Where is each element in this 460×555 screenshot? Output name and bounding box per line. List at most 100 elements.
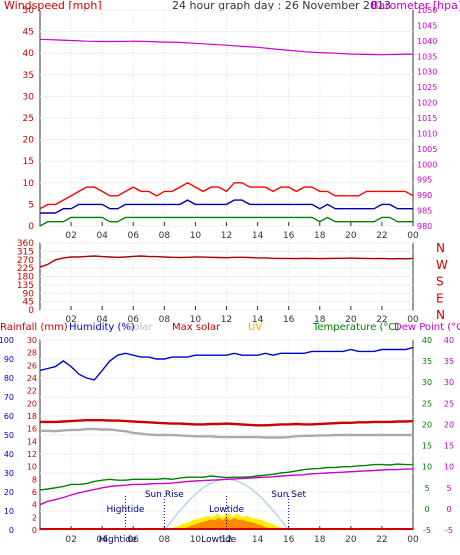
dew-tick--5: -5: [445, 526, 453, 535]
dew-tick-0: 0: [446, 505, 451, 514]
rain-y-ticks: 024681012141618202224262830: [27, 336, 37, 535]
x-tick-label-14: 14: [252, 535, 264, 545]
rain-tick-30: 30: [27, 336, 37, 345]
temperature-header: Temperature (°C): [312, 322, 399, 333]
temp-tick-15: 15: [422, 442, 432, 451]
baro-tick-1020: 1020: [417, 99, 437, 108]
x-tick-label-02: 02: [65, 535, 76, 545]
compass-S: S: [436, 275, 444, 289]
rain-tick-10: 10: [27, 463, 37, 472]
marker-sun-rise-1: Sun Rise: [145, 490, 184, 500]
baro-tick-1025: 1025: [417, 83, 437, 92]
x-tick-label-10: 10: [190, 231, 202, 241]
baro-tick-1035: 1035: [417, 52, 437, 61]
x-tick-label-10: 10: [190, 535, 202, 545]
x-tick-label-14: 14: [252, 231, 264, 241]
humidity-tick-20: 20: [4, 488, 14, 497]
compass-W: W: [436, 258, 448, 272]
humidity-tick-70: 70: [4, 393, 14, 402]
baro-tick-980: 980: [417, 222, 432, 231]
baro-tick-1030: 1030: [417, 68, 437, 77]
wind-tick-35: 35: [23, 71, 34, 81]
dew-tick-20: 20: [444, 420, 454, 429]
baro-tick-1000: 1000: [417, 160, 437, 169]
direction-y-ticks: 04590135180225270315360: [17, 239, 34, 316]
x-tick-label-00: 00: [407, 535, 419, 545]
compass-E: E: [436, 291, 444, 305]
wind-tick-40: 40: [23, 49, 35, 59]
barometer-y-ticks: 980 985 990 995 1000 1005 1010 1015 1020 1025 1030…: [417, 6, 437, 231]
temp-tick-35: 35: [422, 357, 432, 366]
baro-tick-1040: 1040: [417, 37, 437, 46]
marker-lowtide-2: Lowtide: [209, 505, 244, 515]
wind-tick-45: 45: [23, 28, 34, 38]
marker-sun-set-3: Sun Set: [271, 490, 306, 500]
dir-tick-360: 360: [17, 239, 34, 249]
rain-tick-22: 22: [27, 387, 37, 396]
temp-tick-10: 10: [422, 463, 432, 472]
x-tick-label-20: 20: [345, 231, 357, 241]
solar-header: Solar: [127, 322, 153, 333]
baro-tick-1005: 1005: [417, 145, 437, 154]
rain-tick-0: 0: [32, 526, 37, 535]
wind-barometer-panel: Windspeed [mph] 24 hour graph day : 26 N…: [4, 0, 460, 241]
humidity-tick-50: 50: [4, 431, 14, 440]
rain-tick-14: 14: [27, 437, 37, 446]
rain-tick-2: 2: [32, 513, 37, 522]
wind-direction-panel: 04590135180225270315360 NWSEN 02 04 06 08 10…: [17, 239, 448, 325]
baro-tick-985: 985: [417, 207, 432, 216]
x-tick-label-16: 16: [283, 231, 295, 241]
x-tick-label-00: 00: [407, 231, 419, 241]
marker-lowtide-5: Lowtide: [201, 535, 236, 545]
temp-tick-5: 5: [424, 484, 429, 493]
compass-labels: NWSEN: [436, 241, 448, 322]
uv-header: UV: [248, 322, 262, 333]
rain-tick-16: 16: [27, 425, 37, 434]
x-tick-label-22: 22: [376, 231, 387, 241]
rain-tick-6: 6: [32, 488, 37, 497]
x-tick-label-12: 12: [221, 315, 232, 325]
x-tick-label-18: 18: [314, 231, 326, 241]
x-tick-label-12: 12: [221, 231, 232, 241]
dew-tick-30: 30: [444, 378, 454, 387]
rain-tick-18: 18: [27, 412, 37, 421]
dew-tick-5: 5: [446, 484, 451, 493]
rain-tick-24: 24: [27, 374, 37, 383]
dew-point-header: Dew Point (°C): [394, 322, 460, 333]
x-tick-label-08: 08: [159, 535, 171, 545]
baro-tick-1045: 1045: [417, 21, 437, 30]
humidity-tick-60: 60: [4, 412, 14, 421]
baro-tick-1010: 1010: [417, 129, 437, 138]
x-tick-label-08: 08: [159, 231, 171, 241]
rain-tick-28: 28: [27, 349, 37, 358]
climate-panel: Rainfall (mm) Humidity (%) Solar Max sol…: [0, 322, 460, 545]
x-tick-label-18: 18: [314, 535, 326, 545]
x-tick-label-06: 06: [128, 231, 140, 241]
humidity-tick-30: 30: [4, 469, 14, 478]
humidity-y-ticks: 0 10 20 30 40 50 60 70 80 90 100: [0, 336, 14, 535]
baro-tick-995: 995: [417, 176, 432, 185]
compass-N: N: [436, 241, 445, 255]
temp-tick-0: 0: [424, 505, 429, 514]
x-tick-label-22: 22: [376, 535, 387, 545]
temp-tick-20: 20: [422, 420, 432, 429]
max-solar-header: Max solar: [172, 322, 221, 333]
x-tick-label-04: 04: [96, 231, 108, 241]
humidity-tick-10: 10: [4, 507, 14, 516]
dew-tick-35: 35: [444, 357, 454, 366]
humidity-tick-0: 0: [9, 526, 14, 535]
temperature-y-ticks: -5 -5 0 0 5 5 10 10 15 15 20 20 25 25 30 30 35 35 40 40: [422, 336, 454, 535]
wind-y-ticks: 0 5 10 15 20 25 30 35 40 45 50: [23, 6, 35, 232]
baro-tick-1015: 1015: [417, 114, 437, 123]
wind-tick-0: 0: [28, 222, 34, 232]
rain-tick-12: 12: [27, 450, 37, 459]
rain-tick-8: 8: [32, 475, 37, 484]
baro-tick-990: 990: [417, 191, 432, 200]
dew-tick-40: 40: [444, 336, 454, 345]
wind-tick-30: 30: [23, 92, 35, 102]
dew-tick-15: 15: [444, 442, 454, 451]
temp-tick-40: 40: [422, 336, 432, 345]
rain-tick-26: 26: [27, 361, 37, 370]
compass-N: N: [436, 308, 445, 322]
